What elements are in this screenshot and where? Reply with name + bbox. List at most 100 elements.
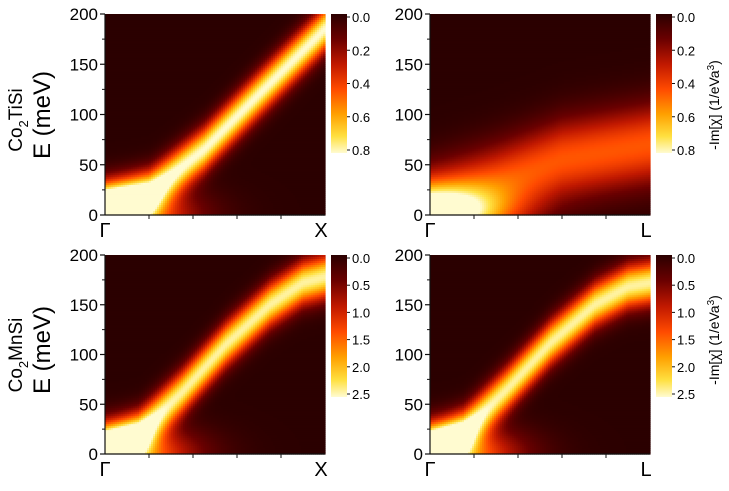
heatmap-cell [121,88,124,91]
heatmap-cell [105,162,108,166]
heatmap-cell [115,78,118,81]
heatmap-cell [117,62,120,65]
heatmap-cell [143,40,146,43]
heatmap-cell [125,182,128,186]
heatmap-cell [111,32,114,35]
heatmap-cell [131,82,134,85]
heatmap-cell [113,98,116,102]
heatmap-cell [123,212,126,216]
heatmap-cell [135,94,138,98]
heatmap-cell [131,208,134,212]
heatmap-cell [107,46,110,49]
heatmap-cell [119,208,122,212]
heatmap-cell [135,192,138,196]
heatmap-cell [133,42,136,45]
heatmap-cell [143,132,146,136]
heatmap-cell [133,96,136,100]
heatmap-cell [113,168,116,172]
heatmap-cell [111,184,114,188]
heatmap-cell [133,164,136,168]
heatmap-cell [129,182,132,186]
heatmap-cell [109,158,112,162]
heatmap-cell [129,212,132,216]
heatmap-cell [127,174,130,178]
heatmap-cell [119,118,122,122]
heatmap-cell [125,116,128,120]
heatmap-cell [119,88,122,91]
heatmap-cell [111,186,114,190]
heatmap-cell [135,108,138,112]
heatmap-cell [119,142,122,146]
heatmap-cell [107,112,110,116]
heatmap-cell [133,66,136,69]
heatmap-cell [129,52,132,55]
heatmap-cell [141,204,144,208]
heatmap-cell [125,48,128,51]
heatmap-cell [131,18,134,21]
heatmap-cell [113,58,116,61]
heatmap-cell [109,118,112,122]
heatmap-cell [133,84,136,87]
heatmap-cell [119,172,122,176]
heatmap-cell [137,86,140,89]
heatmap-cell [117,116,120,120]
heatmap-cell [105,28,108,31]
heatmap-cell [121,74,124,77]
heatmap-cell [107,62,110,65]
heatmap-cell [129,154,132,158]
heatmap-cell [135,132,138,136]
heatmap-cell [107,168,110,172]
heatmap-cell [143,52,146,55]
heatmap-cell [145,90,148,93]
heatmap-cell [125,32,128,35]
heatmap-cell [107,90,110,93]
heatmap-cell [143,36,146,39]
heatmap-cell [109,58,112,61]
heatmap-cell [127,156,130,160]
heatmap-cell [129,120,132,124]
heatmap-cell [111,148,114,152]
heatmap-cell [113,202,116,206]
heatmap-cell [107,170,110,174]
heatmap-cell [139,208,142,212]
heatmap-cell [137,160,140,164]
heatmap-cell [123,34,126,37]
heatmap-cell [111,174,114,178]
heatmap-cell [141,42,144,45]
heatmap-cell [109,100,112,104]
heatmap-cell [131,146,134,150]
heatmap-cell [129,204,132,208]
heatmap-cell [139,138,142,142]
heatmap-cell [119,184,122,188]
heatmap-cell [115,158,118,162]
heatmap-cell [139,70,142,73]
heatmap-cell [117,182,120,186]
heatmap-cell [125,122,128,126]
heatmap-cell [111,56,114,59]
colorbar-label: -Im[χ] (1/eVa [706,305,722,385]
heatmap-cell [133,134,136,138]
heatmap-cell [129,98,132,102]
heatmap-cell [123,136,126,140]
heatmap-cell [125,22,128,25]
heatmap-cell [111,70,114,73]
heatmap-cell [121,46,124,49]
heatmap-cell [121,190,124,194]
heatmap-cell [119,100,122,104]
heatmap-cell [115,200,118,204]
heatmap-cell [119,96,122,100]
heatmap-cell [113,78,116,81]
heatmap-cell [133,80,136,83]
heatmap-cell [119,110,122,114]
heatmap-cell [123,46,126,49]
heatmap-cell [107,28,110,31]
heatmap-cell [141,54,144,57]
heatmap-cell [115,28,118,31]
heatmap-cell [113,184,116,188]
heatmap-cell [131,56,134,59]
heatmap-cell [133,48,136,51]
heatmap-cell [111,82,114,85]
heatmap-cell [137,100,140,104]
heatmap-cell [111,18,114,21]
heatmap-cell [129,172,132,176]
